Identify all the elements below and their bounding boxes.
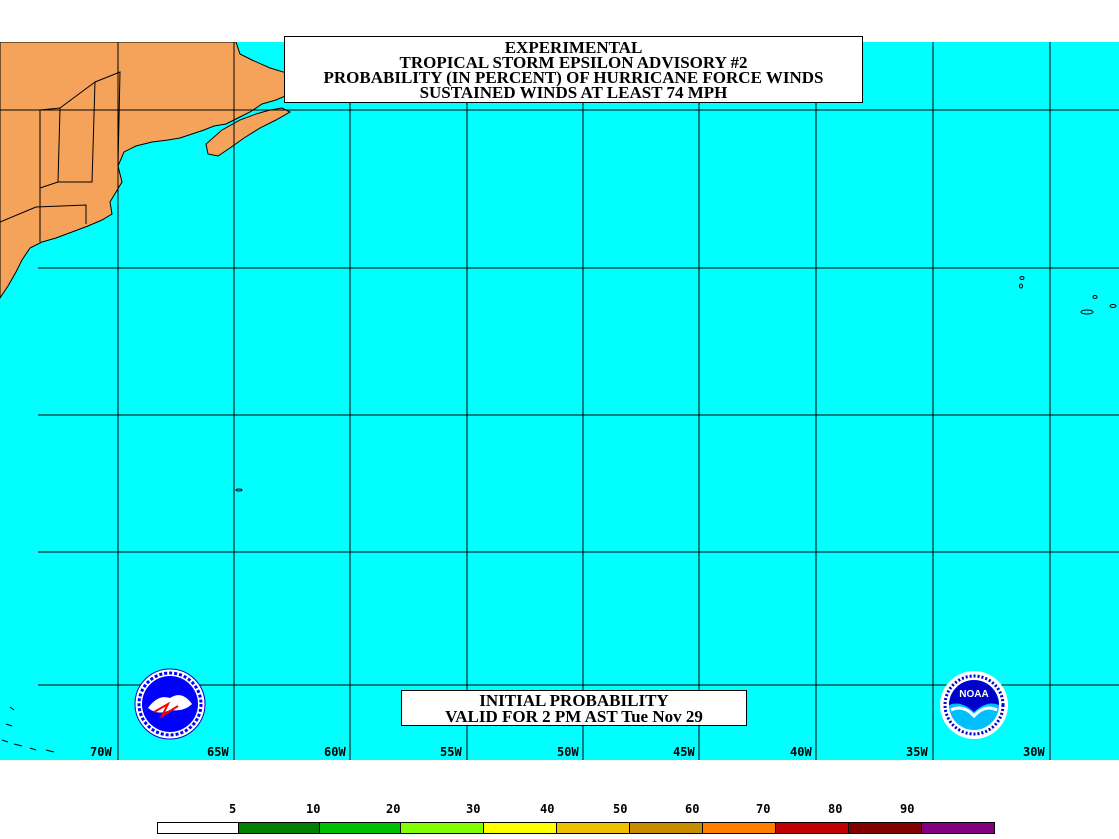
legend-swatch: [557, 823, 630, 833]
legend-label-90: 90: [900, 802, 915, 816]
legend-swatch: [630, 823, 703, 833]
title-line-3: PROBABILITY (IN PERCENT) OF HURRICANE FO…: [323, 68, 824, 87]
map: [0, 42, 1119, 760]
probability-color-legend: [157, 822, 995, 834]
lon-label-65w: 65W: [207, 745, 229, 759]
title-line-2: TROPICAL STORM EPSILON ADVISORY #2: [399, 53, 748, 72]
land-nova-scotia: [205, 107, 292, 157]
legend-label-40: 40: [540, 802, 555, 816]
lon-label-45w: 45W: [673, 745, 695, 759]
subtitle-line-2: VALID FOR 2 PM AST Tue Nov 29: [445, 707, 703, 726]
legend-label-5: 5: [229, 802, 237, 816]
ocean: [0, 42, 1119, 760]
title-line-4: SUSTAINED WINDS AT LEAST 74 MPH: [419, 83, 728, 102]
noaa-logo: NOAA: [940, 671, 1008, 739]
legend-swatch: [158, 823, 239, 833]
legend-swatch: [239, 823, 320, 833]
legend-swatch: [401, 823, 484, 833]
nws-logo: [134, 668, 206, 740]
legend-label-10: 10: [306, 802, 321, 816]
lon-label-70w: 70W: [90, 745, 112, 759]
lon-label-55w: 55W: [440, 745, 462, 759]
lon-label-35w: 35W: [906, 745, 928, 759]
legend-swatch: [922, 823, 994, 833]
legend-label-50: 50: [613, 802, 628, 816]
legend-label-60: 60: [685, 802, 700, 816]
noaa-logo-text: NOAA: [959, 689, 988, 700]
islands: [1, 276, 1117, 753]
lon-label-40w: 40W: [790, 745, 812, 759]
legend-swatch: [849, 823, 922, 833]
legend-label-20: 20: [386, 802, 401, 816]
legend-swatch: [320, 823, 401, 833]
legend-swatch: [484, 823, 557, 833]
title-box: EXPERIMENTAL TROPICAL STORM EPSILON ADVI…: [284, 36, 863, 103]
legend-swatch: [776, 823, 849, 833]
title-line-1: EXPERIMENTAL: [504, 38, 643, 57]
legend-label-30: 30: [466, 802, 481, 816]
valid-time-box: INITIAL PROBABILITY VALID FOR 2 PM AST T…: [401, 690, 747, 726]
subtitle-line-1: INITIAL PROBABILITY: [479, 691, 669, 710]
lon-label-60w: 60W: [324, 745, 346, 759]
lon-label-50w: 50W: [557, 745, 579, 759]
legend-label-80: 80: [828, 802, 843, 816]
lon-label-30w: 30W: [1023, 745, 1045, 759]
grid: [38, 42, 1119, 760]
legend-label-70: 70: [756, 802, 771, 816]
legend-swatch: [703, 823, 776, 833]
